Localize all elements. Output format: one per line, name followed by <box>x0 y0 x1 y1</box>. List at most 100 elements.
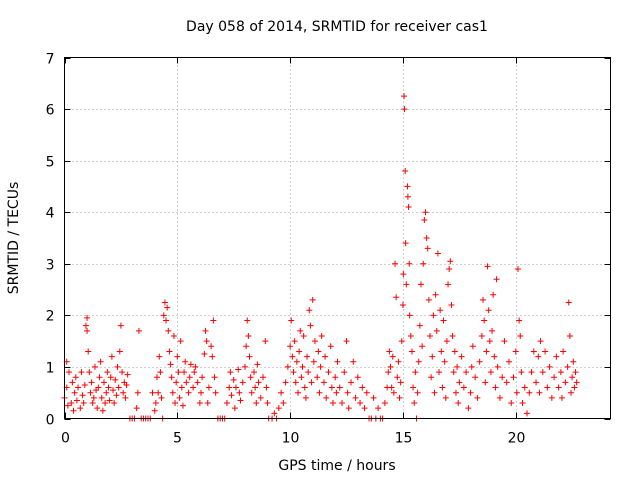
data-point <box>87 389 94 396</box>
data-point <box>430 312 437 319</box>
data-point <box>160 312 167 319</box>
data-point <box>417 281 424 288</box>
data-point <box>446 265 453 272</box>
data-point <box>425 296 432 303</box>
data-point <box>298 374 305 381</box>
data-point <box>389 353 396 360</box>
data-point <box>135 327 142 334</box>
data-point <box>463 369 470 376</box>
data-point <box>292 379 299 386</box>
data-point <box>489 327 496 334</box>
data-point <box>341 369 348 376</box>
data-point <box>208 343 215 350</box>
data-point <box>186 374 193 381</box>
data-point <box>90 394 97 401</box>
data-point <box>406 260 413 267</box>
data-point <box>122 394 129 401</box>
data-point <box>169 389 176 396</box>
data-point <box>516 317 523 324</box>
data-point <box>119 369 126 376</box>
data-point <box>308 379 315 386</box>
data-point <box>88 379 95 386</box>
data-point <box>445 281 452 288</box>
data-point <box>167 361 174 368</box>
data-point <box>237 397 244 404</box>
data-point <box>78 369 85 376</box>
data-point <box>288 317 295 324</box>
data-point <box>315 348 322 355</box>
data-point <box>505 358 512 365</box>
data-point <box>519 400 526 407</box>
data-point <box>96 374 103 381</box>
data-point <box>375 405 382 412</box>
data-point <box>297 327 304 334</box>
data-point <box>209 353 216 360</box>
data-point <box>68 400 75 407</box>
data-point <box>320 379 327 386</box>
data-point <box>455 400 462 407</box>
data-point <box>100 379 107 386</box>
data-point <box>278 389 285 396</box>
data-point <box>560 348 567 355</box>
data-point <box>120 389 127 396</box>
data-point <box>192 363 199 370</box>
data-point <box>528 369 535 376</box>
data-point <box>393 294 400 301</box>
data-point <box>177 338 184 345</box>
data-point <box>431 389 438 396</box>
data-point <box>361 405 368 412</box>
data-point <box>164 304 171 311</box>
data-point <box>103 389 110 396</box>
data-point <box>483 348 490 355</box>
data-point <box>336 384 343 391</box>
data-point <box>252 384 259 391</box>
data-point <box>407 332 414 339</box>
data-point <box>492 384 499 391</box>
data-point <box>565 299 572 306</box>
data-point <box>354 374 361 381</box>
data-point <box>257 394 264 401</box>
data-point <box>263 384 270 391</box>
data-points <box>61 93 580 422</box>
data-point <box>536 389 543 396</box>
data-point <box>404 183 411 190</box>
data-point <box>299 363 306 370</box>
data-point <box>183 379 190 386</box>
data-point <box>124 371 131 378</box>
data-point <box>333 389 340 396</box>
data-point <box>179 402 186 409</box>
data-point <box>512 348 519 355</box>
axis-ticks: 0 1 2 3 4 5 6 7 0 5 10 15 20 <box>46 52 611 447</box>
data-point <box>95 384 102 391</box>
data-point <box>198 389 204 396</box>
data-point <box>271 410 278 417</box>
data-point <box>239 379 246 386</box>
data-point <box>427 332 434 339</box>
data-point <box>359 384 366 391</box>
data-point <box>327 343 334 350</box>
data-point <box>114 363 121 370</box>
data-point <box>161 299 168 306</box>
data-point <box>521 384 528 391</box>
data-point <box>176 394 183 401</box>
data-point <box>412 369 419 376</box>
data-point <box>343 338 350 345</box>
data-point <box>449 332 456 339</box>
data-point <box>386 348 393 355</box>
grid <box>64 57 611 419</box>
data-point <box>450 369 457 376</box>
data-point <box>395 358 402 365</box>
data-point <box>181 369 188 376</box>
data-point <box>289 353 296 360</box>
data-point <box>562 379 569 386</box>
data-point <box>280 400 287 407</box>
data-point <box>494 363 501 370</box>
data-point <box>573 379 580 386</box>
data-point <box>231 405 238 412</box>
data-point <box>485 307 492 314</box>
data-point <box>75 384 82 391</box>
data-point <box>185 389 192 396</box>
data-point <box>191 369 198 376</box>
data-point <box>399 302 406 309</box>
data-point <box>397 379 404 386</box>
